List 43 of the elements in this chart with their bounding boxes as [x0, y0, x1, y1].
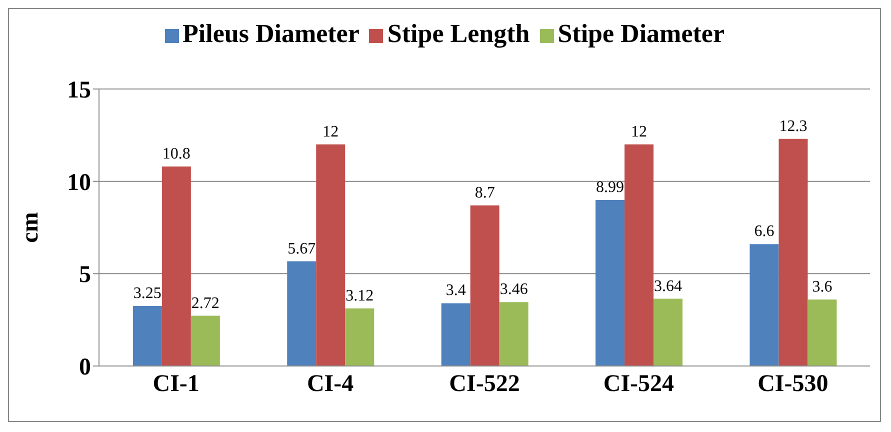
data-label: 3.4 — [446, 282, 466, 300]
data-label: 3.64 — [654, 278, 682, 295]
y-tick-label: 0 — [79, 354, 91, 381]
x-tick-label: CI-524 — [603, 371, 674, 398]
bar — [316, 144, 346, 366]
bar — [596, 200, 625, 366]
y-axis-title: cm — [18, 212, 44, 243]
bar — [132, 306, 162, 366]
bar — [654, 298, 683, 366]
bar — [624, 144, 654, 366]
data-label: 2.72 — [191, 294, 220, 312]
x-tick-label: CI-530 — [758, 371, 828, 398]
bar — [808, 300, 837, 366]
data-label: 6.6 — [754, 223, 774, 240]
legend-label: Stipe Length — [387, 19, 530, 48]
bar — [499, 302, 528, 366]
data-label: 8.99 — [596, 178, 624, 196]
data-label: 12 — [631, 123, 648, 140]
y-tick-label: 10 — [67, 170, 91, 196]
x-tick-label: CI-1 — [152, 371, 200, 398]
data-label: 8.7 — [474, 184, 495, 202]
data-label: 12.3 — [779, 118, 808, 135]
y-tick-label: 5 — [79, 262, 91, 288]
x-tick-label: CI-522 — [449, 371, 520, 398]
data-label: 12 — [322, 123, 339, 140]
legend-label: Stipe Diameter — [558, 19, 724, 48]
bar — [441, 303, 470, 366]
bar — [162, 166, 191, 366]
y-tick-label: 15 — [67, 78, 91, 104]
bar — [470, 205, 500, 366]
legend-label: Pileus Diameter — [182, 19, 360, 48]
bar — [750, 244, 779, 366]
data-label: 3.25 — [133, 284, 162, 302]
data-label: 10.8 — [162, 146, 190, 163]
data-label: 3.12 — [346, 287, 374, 304]
bar — [190, 316, 220, 366]
data-label: 5.67 — [288, 240, 316, 258]
bar — [778, 138, 808, 366]
data-label: 3.6 — [812, 278, 832, 296]
bar — [345, 308, 374, 366]
data-label: 3.46 — [500, 281, 528, 298]
x-tick-label: CI-4 — [306, 371, 354, 398]
bar — [287, 261, 316, 366]
